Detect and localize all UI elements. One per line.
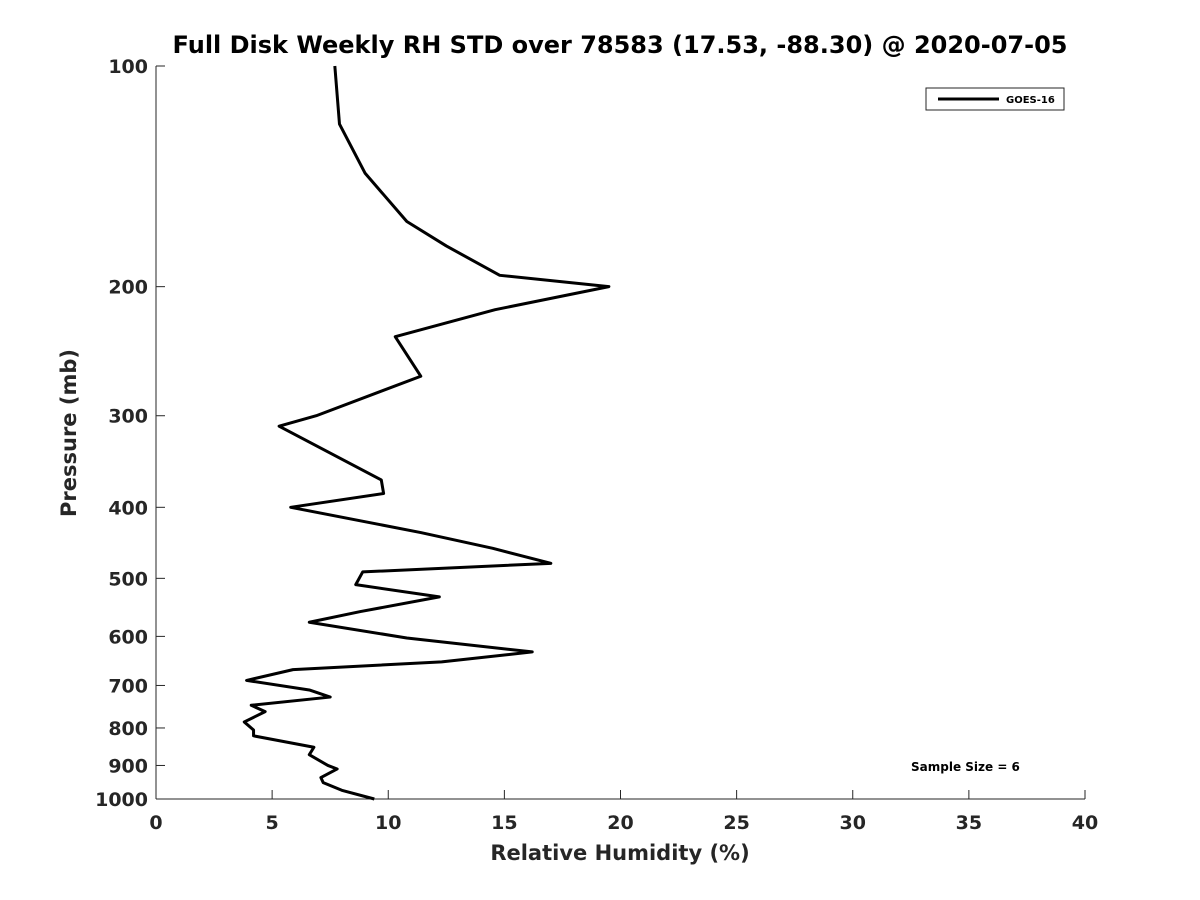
y-tick-label: 200 [108, 277, 148, 299]
y-axis-label: Pressure (mb) [57, 349, 81, 517]
chart-title: Full Disk Weekly RH STD over 78583 (17.5… [173, 31, 1068, 59]
y-tick-label: 300 [108, 406, 148, 428]
x-tick-label: 40 [1072, 812, 1098, 834]
y-tick-label: 100 [108, 56, 148, 78]
x-axis-label: Relative Humidity (%) [490, 841, 749, 865]
x-tick-label: 35 [956, 812, 982, 834]
legend: GOES-16 [925, 87, 1065, 111]
x-tick-label: 0 [149, 812, 162, 834]
x-tick-label: 25 [723, 812, 749, 834]
y-tick-label: 900 [108, 755, 148, 777]
y-tick-label: 400 [108, 497, 148, 519]
x-tick-label: 10 [375, 812, 401, 834]
x-tick-label: 30 [840, 812, 866, 834]
x-tick-label: 5 [266, 812, 279, 834]
y-axis-ticks: 100 200 300 400 500 600 700 800 900 1000 [95, 56, 165, 811]
y-tick-label: 1000 [95, 789, 148, 811]
y-tick-label: 800 [108, 718, 148, 740]
y-tick-label: 700 [108, 675, 148, 697]
x-tick-label: 20 [607, 812, 633, 834]
y-tick-label: 600 [108, 626, 148, 648]
x-tick-label: 15 [491, 812, 517, 834]
legend-entry-goes16: GOES-16 [1006, 95, 1055, 106]
sample-size-annotation: Sample Size = 6 [911, 760, 1020, 774]
x-axis-ticks: 0 5 10 15 20 25 30 35 40 [149, 790, 1098, 834]
y-tick-label: 500 [108, 568, 148, 590]
series-line-goes16 [242, 65, 611, 801]
